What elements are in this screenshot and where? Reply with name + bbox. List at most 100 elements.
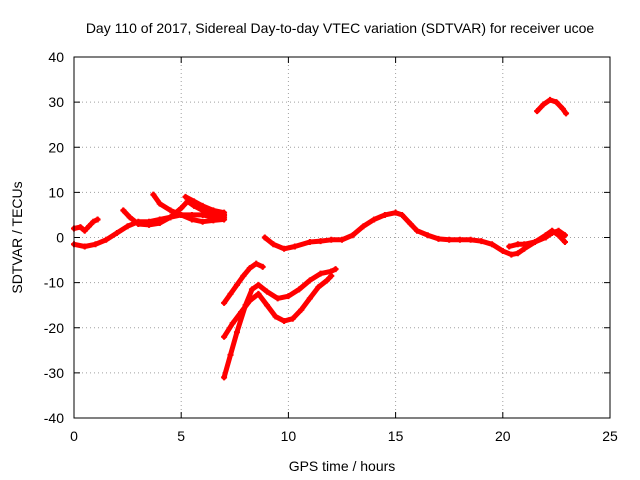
data-point: [332, 266, 339, 273]
y-axis-label: SDTVAR / TECUs: [9, 181, 25, 293]
data-point: [178, 205, 185, 212]
data-point: [392, 209, 399, 216]
data-point: [446, 236, 453, 243]
y-tick-label: 30: [48, 94, 64, 110]
series-arc-9-markers: [261, 209, 568, 258]
data-point: [291, 243, 298, 250]
data-point: [534, 108, 541, 115]
data-point: [328, 272, 335, 279]
data-point: [298, 306, 305, 313]
data-point: [90, 218, 97, 225]
data-point: [233, 281, 240, 288]
series-arc-1-markers: [71, 216, 101, 234]
data-point: [178, 211, 185, 218]
series-arc-8: [221, 273, 334, 340]
data-point: [113, 229, 120, 236]
data-point: [92, 241, 99, 248]
x-axis-label: GPS time / hours: [289, 458, 396, 474]
data-point: [81, 227, 88, 234]
data-point: [285, 293, 292, 300]
data-point: [120, 207, 127, 214]
data-point: [339, 236, 345, 243]
data-point: [150, 191, 157, 198]
data-point: [281, 317, 288, 324]
data-point: [188, 216, 195, 223]
data-point: [156, 220, 163, 227]
data-point: [261, 234, 268, 241]
data-point: [246, 297, 253, 304]
chart-title: Day 110 of 2017, Sidereal Day-to-day VTE…: [86, 20, 595, 36]
data-point: [296, 286, 303, 293]
x-tick-label: 15: [388, 428, 404, 444]
data-point: [499, 248, 506, 255]
data-point: [124, 223, 131, 230]
data-series: [71, 96, 570, 381]
x-tick-label: 20: [495, 428, 511, 444]
data-point: [167, 207, 174, 214]
data-point: [156, 200, 163, 207]
data-point: [553, 99, 560, 106]
data-point: [467, 236, 474, 243]
data-point: [306, 239, 313, 246]
data-point: [542, 234, 549, 241]
data-point: [559, 105, 566, 112]
data-point: [306, 277, 313, 284]
series-arc-11: [534, 97, 569, 116]
data-point: [77, 224, 84, 231]
data-point: [221, 216, 228, 223]
data-point: [86, 223, 93, 230]
data-point: [229, 320, 236, 327]
data-point: [381, 211, 388, 218]
series-arc-4-markers: [150, 191, 228, 225]
data-point: [317, 270, 324, 277]
data-point: [371, 216, 378, 223]
data-point: [227, 351, 234, 358]
data-point: [94, 216, 101, 223]
series-arc-7: [221, 266, 339, 380]
data-point: [323, 277, 330, 284]
data-point: [315, 284, 322, 291]
data-point: [272, 313, 279, 320]
y-tick-label: 10: [48, 184, 64, 200]
data-point: [521, 241, 528, 248]
data-point: [549, 229, 556, 236]
data-point: [246, 265, 253, 272]
data-point: [255, 281, 262, 288]
data-point: [182, 193, 189, 200]
data-point: [274, 295, 281, 302]
data-point: [546, 96, 553, 103]
data-point: [531, 239, 538, 246]
y-tick-label: 20: [48, 139, 64, 155]
data-point: [424, 232, 431, 239]
data-point: [435, 235, 442, 242]
data-point: [561, 239, 568, 246]
y-tick-label: -40: [44, 410, 64, 426]
data-point: [167, 214, 174, 221]
data-point: [240, 272, 247, 279]
data-point: [317, 238, 324, 245]
data-point: [414, 227, 421, 234]
data-point: [126, 214, 133, 221]
series-arc-5-markers: [182, 193, 228, 216]
data-point: [328, 236, 335, 243]
data-point: [210, 207, 217, 214]
series-arc-6-markers: [221, 260, 266, 306]
data-point: [221, 209, 228, 216]
series-arc-8-markers: [221, 272, 335, 340]
data-point: [349, 232, 356, 239]
data-point: [221, 333, 228, 340]
axis-ticks: 0 5 10 15 20 25 -40 -30 -20 -10 0 10 20 30 40: [44, 49, 618, 444]
data-point: [253, 260, 260, 267]
data-point: [221, 299, 228, 306]
data-point: [407, 220, 414, 227]
y-tick-label: 0: [56, 230, 64, 246]
data-point: [289, 315, 296, 322]
y-tick-label: -10: [44, 275, 64, 291]
x-tick-label: 5: [177, 428, 185, 444]
x-tick-label: 0: [70, 428, 78, 444]
data-point: [233, 329, 240, 336]
data-point: [199, 202, 206, 209]
series-arc-10-markers: [506, 227, 568, 250]
data-point: [146, 221, 153, 228]
